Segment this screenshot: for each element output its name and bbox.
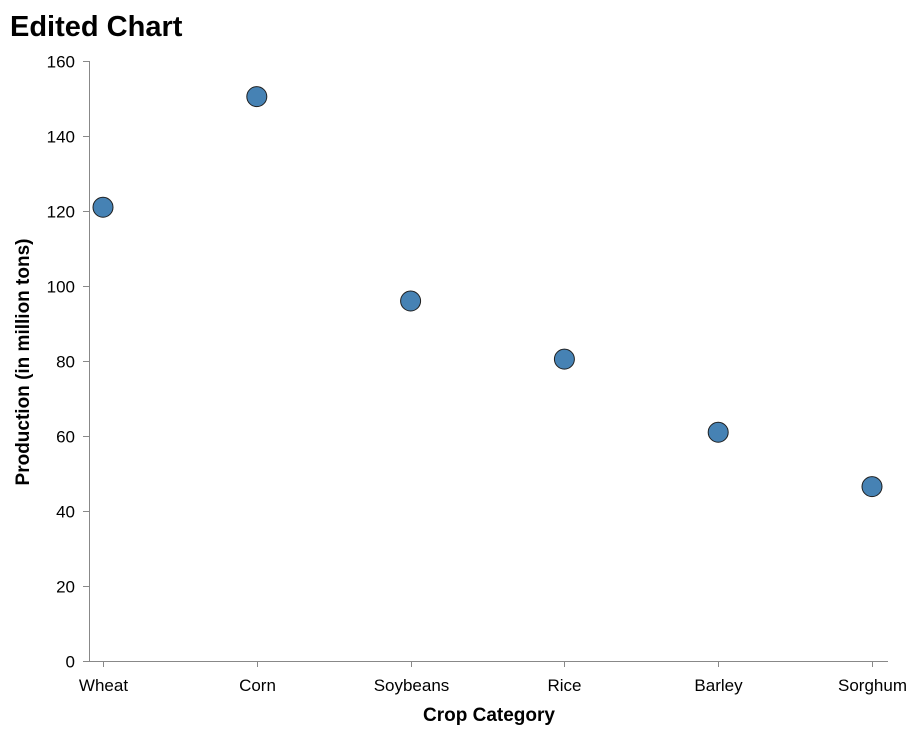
y-tick-label: 160 <box>47 53 75 72</box>
x-tick-label: Wheat <box>79 676 128 695</box>
y-tick-label: 0 <box>66 653 75 672</box>
x-tick-label: Corn <box>239 676 276 695</box>
y-tick-label: 100 <box>47 278 75 297</box>
y-axis-title: Production (in million tons) <box>13 239 34 486</box>
data-point-wheat <box>92 196 114 218</box>
x-tick-label: Soybeans <box>374 676 450 695</box>
y-tick-label: 40 <box>56 503 75 522</box>
y-tick-label: 140 <box>47 128 75 147</box>
y-tick-label: 80 <box>56 353 75 372</box>
data-point-soybeans <box>400 290 422 312</box>
data-point-barley <box>707 421 729 443</box>
y-tick-label: 20 <box>56 578 75 597</box>
x-axis-title: Crop Category <box>423 705 555 726</box>
data-point-corn <box>246 86 268 108</box>
y-axis: 0 20 40 60 80 100 120 140 160 <box>47 53 90 672</box>
data-point-rice <box>553 348 575 370</box>
x-tick-label: Sorghum <box>838 676 907 695</box>
y-tick-label: 60 <box>56 428 75 447</box>
x-tick-label: Barley <box>694 676 743 695</box>
data-point-sorghum <box>861 476 883 498</box>
data-points <box>92 86 883 498</box>
chart-title: Edited Chart <box>10 11 183 43</box>
x-axis: Wheat Corn Soybeans Rice Barley Sorghum <box>79 661 907 695</box>
x-tick-label: Rice <box>547 676 581 695</box>
y-tick-label: 120 <box>47 203 75 222</box>
